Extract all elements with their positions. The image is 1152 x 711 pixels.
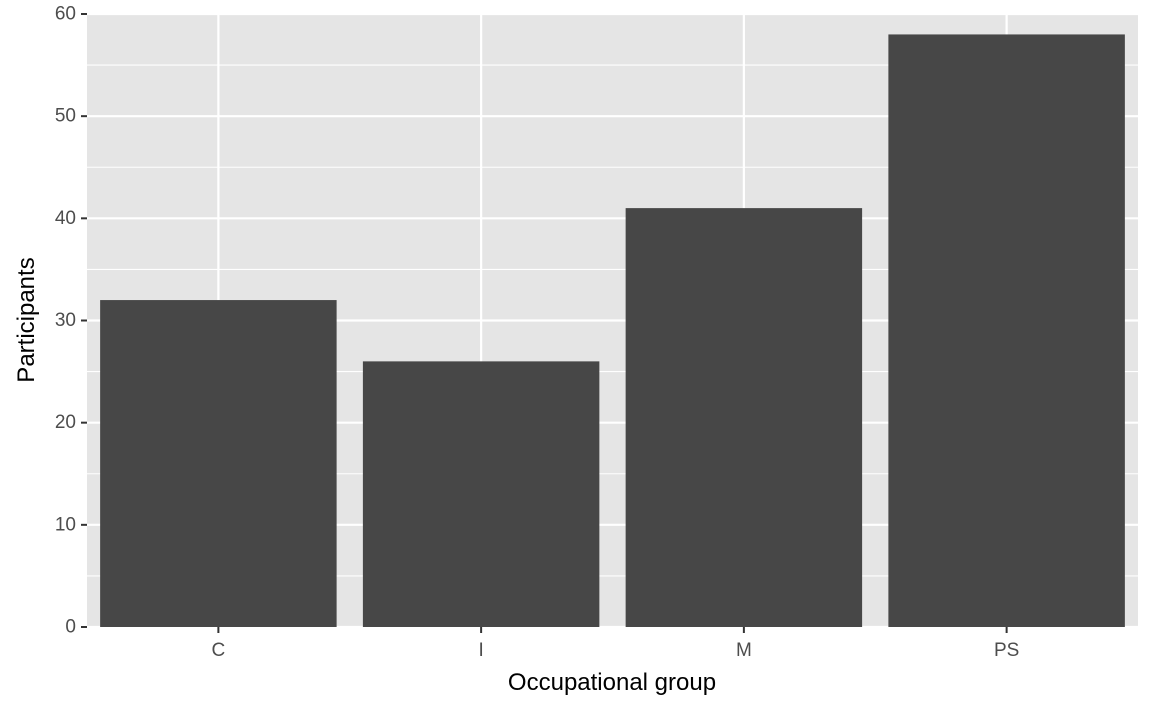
bar-m — [625, 208, 863, 627]
x-axis: C I M PS — [212, 627, 1019, 661]
x-tick-label: C — [212, 640, 226, 661]
x-tick-label: M — [736, 640, 752, 661]
bar-i — [362, 361, 600, 627]
bars — [100, 34, 1125, 627]
y-tick-label: 50 — [55, 106, 76, 127]
y-axis-title: Participants — [13, 257, 40, 382]
y-tick-label: 20 — [55, 412, 76, 433]
y-tick-label: 40 — [55, 208, 76, 229]
y-tick-label: 0 — [65, 617, 76, 638]
bar-c — [100, 300, 337, 627]
y-tick-label: 60 — [55, 4, 76, 25]
x-tick-label: I — [478, 640, 483, 661]
y-axis: 0 10 20 30 40 50 60 — [55, 4, 87, 638]
y-tick-label: 30 — [55, 310, 76, 331]
x-axis-title: Occupational group — [508, 669, 716, 696]
y-tick-label: 10 — [55, 514, 76, 535]
bar-ps — [888, 34, 1125, 627]
x-tick-label: PS — [994, 640, 1019, 661]
